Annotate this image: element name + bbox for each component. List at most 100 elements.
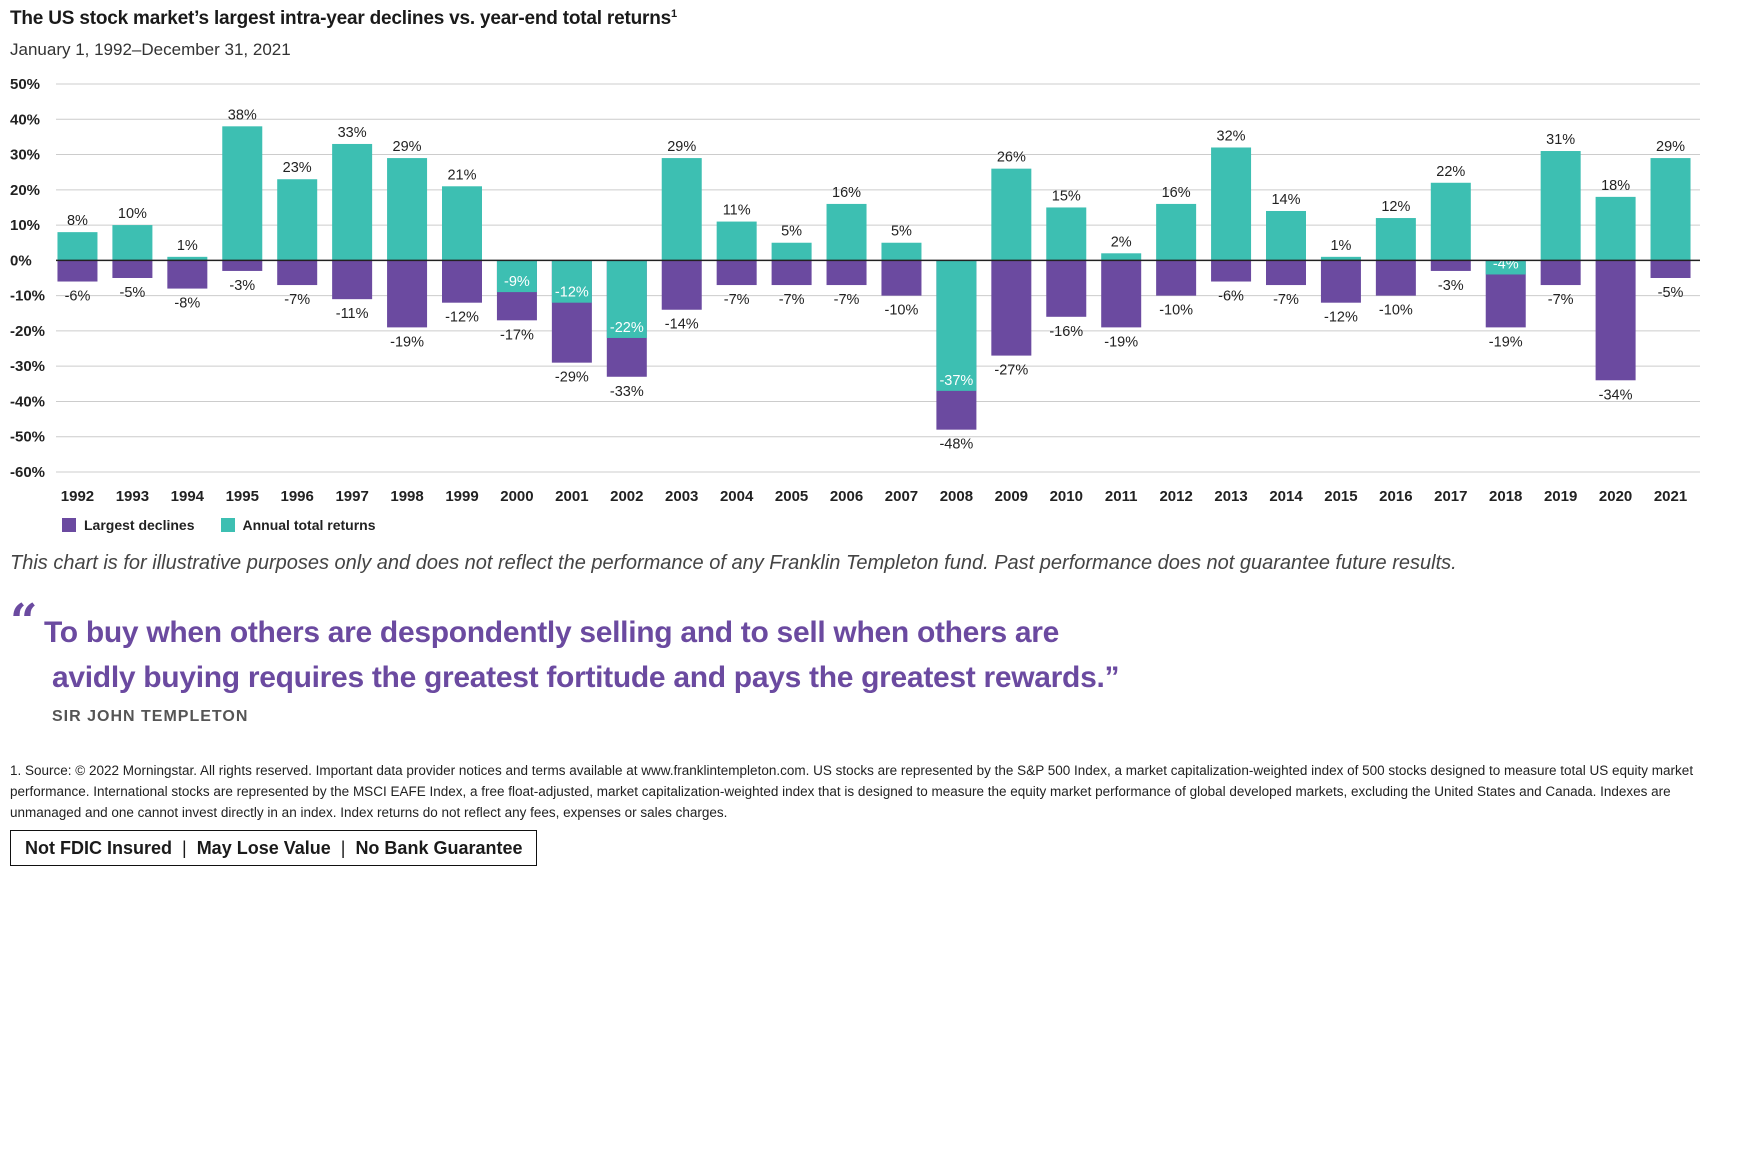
decline-data-label: -7% [834, 292, 860, 308]
fdic-separator: | [340, 837, 346, 858]
x-tick-label: 1992 [61, 488, 94, 505]
return-bar [1485, 260, 1526, 275]
decline-data-label: -16% [1049, 324, 1083, 340]
return-data-label: 29% [1656, 139, 1685, 155]
return-data-label: 12% [1381, 199, 1410, 215]
y-tick-label: 40% [10, 111, 40, 128]
decline-bar [112, 260, 153, 278]
chart-disclaimer: This chart is for illustrative purposes … [10, 552, 1457, 574]
decline-bar [661, 260, 702, 310]
return-bar [1266, 210, 1306, 261]
x-tick-label: 2018 [1489, 488, 1522, 505]
return-data-label: 29% [667, 139, 696, 155]
return-data-label: 16% [1162, 185, 1191, 201]
return-data-label: 22% [1436, 164, 1465, 180]
decline-bar [1320, 260, 1361, 303]
x-tick-label: 2017 [1434, 488, 1467, 505]
decline-data-label: -19% [1489, 334, 1523, 350]
return-bar [1595, 196, 1636, 261]
return-data-label: 5% [781, 224, 802, 240]
return-bar [716, 221, 757, 261]
decline-bar [771, 260, 812, 286]
decline-data-label: -7% [724, 292, 750, 308]
x-tick-label: 1995 [226, 488, 259, 505]
decline-bar [1156, 260, 1197, 296]
return-data-label: 1% [1330, 238, 1351, 254]
return-bar [1320, 256, 1361, 261]
x-tick-label: 2012 [1159, 488, 1192, 505]
return-data-label: 31% [1546, 132, 1575, 148]
decline-bar [1046, 260, 1087, 317]
decline-data-label: -6% [1218, 289, 1244, 305]
title-footnote-marker: 1 [670, 8, 677, 20]
y-tick-label: -40% [10, 393, 45, 410]
return-bar [661, 158, 702, 261]
return-bar [112, 225, 153, 261]
x-tick-label: 2020 [1599, 488, 1632, 505]
decline-data-label: -12% [445, 310, 479, 326]
decline-bar [1650, 260, 1691, 278]
y-tick-label: 0% [10, 252, 32, 269]
return-bar [826, 203, 867, 261]
decline-bar [277, 260, 318, 286]
x-tick-label: 2011 [1105, 488, 1138, 505]
return-data-label: 38% [228, 107, 257, 123]
return-bar [1046, 207, 1087, 261]
x-tick-label: 1996 [281, 488, 314, 505]
return-bar [1650, 158, 1691, 261]
decline-data-label: -7% [284, 292, 310, 308]
quote-line-1: To buy when others are despondently sell… [44, 616, 1060, 649]
y-tick-label: 50% [10, 76, 40, 93]
decline-data-label: -5% [1658, 285, 1684, 301]
return-bar [1430, 182, 1471, 261]
legend-item-declines: Largest declines [62, 517, 195, 533]
decline-data-label: -5% [120, 285, 146, 301]
fdic-item-not-insured: Not FDIC Insured [25, 837, 172, 858]
fdic-disclosure-box: Not FDIC Insured | May Lose Value | No B… [10, 830, 538, 866]
decline-bar [881, 260, 922, 296]
decline-data-label: -12% [1324, 310, 1358, 326]
return-bar [387, 158, 428, 261]
return-bar [1101, 253, 1142, 261]
return-data-label: 11% [723, 203, 751, 219]
return-data-label: 21% [447, 167, 476, 183]
decline-data-label: -3% [1438, 278, 1464, 294]
decline-bar [826, 260, 867, 286]
return-data-label: 29% [393, 139, 422, 155]
return-bar [936, 260, 977, 391]
return-bar [991, 168, 1032, 261]
return-data-label: 18% [1601, 178, 1630, 194]
quote-author: SIR JOHN TEMPLETON [52, 708, 249, 725]
decline-bar [332, 260, 373, 300]
decline-bar [1266, 260, 1306, 286]
return-data-label: 16% [832, 185, 861, 201]
return-bar [332, 143, 373, 261]
return-bar [551, 260, 592, 303]
decline-data-label: -29% [555, 370, 589, 386]
chart-title-text: The US stock market’s largest intra-year… [10, 8, 671, 29]
decline-data-label: -8% [174, 296, 200, 312]
decline-data-label: -10% [885, 303, 919, 319]
return-bar [167, 256, 208, 261]
x-tick-label: 2019 [1544, 488, 1577, 505]
return-bar [771, 242, 812, 261]
source-footnote: 1. Source: © 2022 Morningstar. All right… [10, 763, 1694, 820]
quote-line-2: avidly buying requires the greatest fort… [52, 661, 1120, 694]
decline-bar [1430, 260, 1471, 271]
decline-data-label: -19% [390, 334, 424, 350]
decline-bar [1211, 260, 1252, 282]
x-tick-label: 2003 [665, 488, 698, 505]
x-tick-label: 1998 [390, 488, 423, 505]
x-tick-label: 2021 [1654, 488, 1687, 505]
legend-swatch-returns [220, 518, 235, 532]
x-tick-label: 1997 [335, 488, 368, 505]
decline-bar [222, 260, 263, 271]
return-data-label: 23% [283, 160, 312, 176]
x-tick-label: 2000 [500, 488, 533, 505]
fdic-item-no-bank-guarantee: No Bank Guarantee [355, 837, 523, 858]
return-data-label: 32% [1217, 128, 1246, 144]
x-tick-label: 2013 [1214, 488, 1247, 505]
legend-label-returns: Annual total returns [242, 517, 376, 533]
chart-title: The US stock market’s largest intra-year… [10, 8, 677, 30]
x-tick-label: 2001 [555, 488, 588, 505]
